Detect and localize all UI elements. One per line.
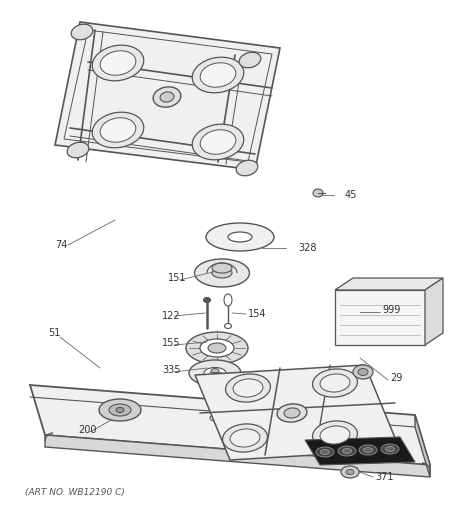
Ellipse shape (206, 223, 274, 251)
Ellipse shape (239, 52, 261, 68)
Text: (ART NO. WB12190 C): (ART NO. WB12190 C) (25, 488, 125, 497)
Ellipse shape (228, 232, 252, 242)
Ellipse shape (212, 268, 232, 278)
Ellipse shape (385, 446, 394, 451)
Ellipse shape (116, 408, 124, 413)
Ellipse shape (200, 63, 236, 87)
Ellipse shape (236, 160, 258, 176)
Ellipse shape (99, 399, 141, 421)
Polygon shape (415, 415, 430, 477)
Ellipse shape (211, 369, 219, 374)
Polygon shape (305, 437, 415, 465)
Ellipse shape (92, 45, 144, 81)
Ellipse shape (67, 142, 89, 158)
Ellipse shape (381, 444, 399, 454)
Text: 29: 29 (390, 373, 402, 383)
Ellipse shape (223, 424, 267, 452)
Ellipse shape (320, 426, 350, 444)
Ellipse shape (226, 374, 271, 402)
Ellipse shape (353, 365, 373, 379)
Ellipse shape (194, 259, 249, 287)
Text: 155: 155 (162, 338, 181, 348)
Ellipse shape (204, 368, 226, 379)
Ellipse shape (71, 24, 93, 40)
Ellipse shape (364, 447, 373, 452)
Ellipse shape (109, 404, 131, 416)
Ellipse shape (100, 118, 136, 142)
Polygon shape (195, 365, 400, 460)
Text: 74: 74 (55, 240, 67, 250)
Ellipse shape (277, 404, 307, 422)
Ellipse shape (312, 369, 357, 397)
Text: 328: 328 (298, 243, 317, 253)
Polygon shape (425, 278, 443, 345)
Polygon shape (335, 278, 443, 290)
Text: 51: 51 (48, 328, 60, 338)
Text: 154: 154 (248, 309, 266, 319)
Ellipse shape (338, 446, 356, 456)
Ellipse shape (341, 466, 359, 478)
Ellipse shape (230, 429, 260, 447)
Ellipse shape (200, 339, 234, 357)
Ellipse shape (359, 445, 377, 455)
Polygon shape (30, 385, 430, 465)
Ellipse shape (358, 369, 368, 376)
Text: 122: 122 (162, 311, 181, 321)
Ellipse shape (189, 360, 241, 386)
Ellipse shape (312, 421, 357, 449)
Polygon shape (45, 435, 430, 477)
Ellipse shape (160, 92, 174, 102)
Ellipse shape (224, 294, 232, 306)
Ellipse shape (92, 112, 144, 148)
Text: 335: 335 (162, 365, 181, 375)
Ellipse shape (284, 408, 300, 418)
Ellipse shape (313, 189, 323, 197)
Ellipse shape (208, 343, 226, 353)
Ellipse shape (192, 57, 244, 93)
Polygon shape (335, 290, 425, 345)
Ellipse shape (320, 374, 350, 392)
Ellipse shape (320, 449, 329, 454)
Ellipse shape (233, 379, 263, 397)
Ellipse shape (200, 130, 236, 154)
Text: 999: 999 (382, 305, 401, 315)
Polygon shape (55, 22, 280, 170)
Ellipse shape (346, 470, 354, 475)
Ellipse shape (212, 263, 232, 273)
Ellipse shape (186, 332, 248, 364)
Ellipse shape (316, 447, 334, 457)
Text: 45: 45 (345, 190, 357, 200)
Text: 151: 151 (168, 273, 186, 283)
Text: 200: 200 (78, 425, 97, 435)
Ellipse shape (210, 415, 220, 421)
Ellipse shape (343, 448, 352, 453)
Text: 371: 371 (375, 472, 393, 482)
Ellipse shape (153, 87, 181, 107)
Ellipse shape (203, 297, 210, 302)
Ellipse shape (225, 324, 231, 328)
Ellipse shape (100, 51, 136, 75)
Ellipse shape (192, 124, 244, 160)
